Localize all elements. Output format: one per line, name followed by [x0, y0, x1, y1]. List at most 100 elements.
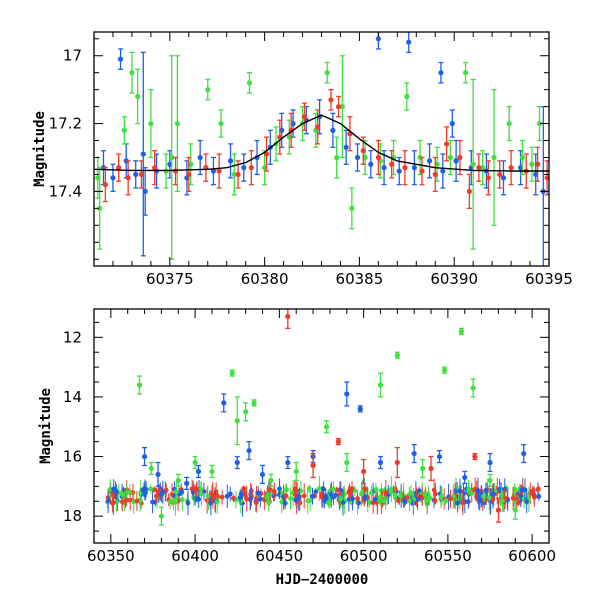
bottom-plot-background: [94, 309, 549, 543]
data-point: [462, 474, 468, 481]
data-point: [140, 151, 146, 157]
baseline-point: [209, 491, 215, 497]
data-point: [420, 465, 426, 472]
top-panel: 60375 60380 60385 60390 60395 17 17.2 17.4 Magn…: [32, 31, 573, 288]
y-tick-label: 17.2: [49, 115, 82, 133]
baseline-point: [127, 490, 133, 495]
baseline-point: [337, 492, 343, 497]
data-point: [377, 459, 384, 466]
baseline-point: [395, 498, 401, 503]
data-point: [406, 39, 412, 45]
baseline-point: [113, 487, 118, 493]
baseline-point: [224, 493, 230, 499]
baseline-point: [522, 487, 528, 493]
data-point: [519, 154, 526, 161]
top-plot-background: [94, 32, 549, 266]
data-point: [375, 36, 381, 42]
baseline-point: [398, 493, 404, 499]
data-point: [508, 165, 514, 171]
baseline-point: [422, 492, 428, 497]
baseline-point: [167, 499, 173, 505]
data-point: [466, 188, 472, 194]
data-point: [512, 507, 518, 513]
baseline-point: [333, 492, 339, 498]
baseline-point: [154, 493, 159, 499]
baseline-point: [105, 498, 111, 504]
baseline-point: [359, 491, 364, 497]
baseline-point: [469, 491, 474, 497]
baseline-point: [466, 487, 471, 492]
data-point: [116, 165, 122, 171]
data-point: [480, 165, 486, 171]
data-point: [195, 468, 202, 475]
data-point: [470, 161, 476, 167]
data-point: [544, 175, 549, 181]
data-point: [102, 182, 108, 188]
data-point: [487, 477, 493, 484]
data-point: [485, 175, 491, 181]
data-point: [216, 168, 222, 174]
data-point: [285, 313, 291, 320]
data-point: [197, 154, 203, 161]
data-point: [141, 453, 148, 460]
data-point: [476, 165, 482, 171]
data-point: [470, 385, 476, 391]
data-point: [97, 205, 103, 211]
baseline-point: [185, 500, 191, 506]
baseline-point: [404, 495, 410, 500]
baseline-point: [283, 493, 289, 499]
data-point: [243, 409, 249, 415]
data-point: [328, 97, 334, 103]
data-point: [288, 127, 294, 133]
baseline-point: [372, 496, 378, 502]
baseline-point: [283, 487, 289, 493]
baseline-point: [362, 495, 368, 501]
data-point: [310, 462, 316, 469]
data-point: [227, 158, 234, 164]
baseline-point: [491, 491, 497, 497]
baseline-point: [310, 493, 315, 499]
data-point: [472, 453, 478, 460]
x-tick-label: 60350: [87, 547, 135, 565]
data-point: [335, 439, 341, 445]
baseline-point: [373, 487, 379, 492]
bottom-y-axis-label: Magnitude: [38, 388, 54, 464]
baseline-point: [257, 496, 263, 502]
data-point: [136, 382, 143, 388]
baseline-point: [179, 497, 185, 503]
baseline-point: [328, 492, 334, 498]
data-point: [360, 148, 366, 154]
baseline-point: [248, 496, 254, 502]
data-point: [175, 477, 181, 484]
baseline-point: [305, 498, 311, 504]
data-point: [259, 471, 266, 478]
data-point: [209, 468, 215, 475]
bottom-axes: 60350 60400 60450 60500 60550 60600 12 14 16 18: [63, 309, 556, 565]
baseline-point: [271, 489, 277, 494]
data-point: [205, 87, 211, 93]
baseline-point: [362, 486, 368, 492]
baseline-point: [350, 496, 355, 502]
x-tick-label: 60500: [340, 547, 388, 565]
data-point: [184, 480, 190, 486]
data-point: [458, 328, 464, 334]
baseline-point: [346, 490, 352, 495]
x-tick-label: 60400: [171, 547, 219, 565]
data-point: [125, 175, 131, 181]
data-point: [235, 171, 241, 178]
baseline-point: [297, 500, 303, 506]
baseline-point: [388, 486, 394, 492]
data-point: [377, 382, 384, 388]
baseline-point: [198, 491, 204, 497]
baseline-point: [219, 494, 225, 500]
data-point: [344, 391, 350, 397]
data-point: [462, 70, 469, 76]
data-point: [432, 171, 438, 178]
data-point: [436, 453, 443, 460]
baseline-point: [443, 498, 449, 504]
baseline-point: [370, 500, 376, 506]
top-y-axis-label: Magnitude: [32, 111, 48, 187]
baseline-point: [141, 487, 147, 493]
bottom-panel: 60350 60400 60450 60500 60550 60600 12 14 16 18 M…: [38, 308, 556, 588]
data-point: [457, 154, 463, 161]
